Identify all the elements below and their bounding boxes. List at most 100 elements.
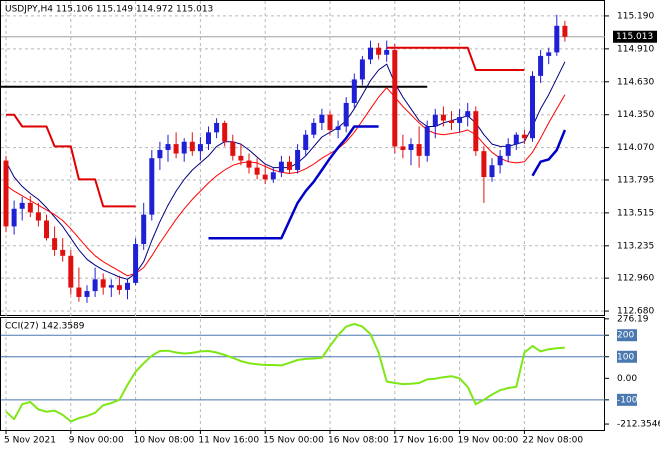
candle-body (497, 155, 503, 166)
candle-body (538, 55, 544, 76)
x-tick-label: 22 Nov 08:00 (522, 436, 583, 446)
candle-body (440, 114, 446, 121)
candle-body (432, 114, 438, 127)
candle-body (489, 165, 495, 178)
cci-panel-frame (0, 317, 605, 431)
candle-body (335, 126, 341, 130)
candle-body (303, 134, 309, 150)
candle-body (400, 146, 406, 150)
candle-body (108, 285, 114, 288)
chart-title: USDJPY,H4 115.106 115.149 114.972 115.01… (5, 5, 213, 15)
x-tick-label: 16 Nov 08:00 (328, 436, 389, 446)
level-label-bg (617, 350, 637, 363)
indicator-line (5, 87, 566, 277)
candle-body (416, 144, 422, 156)
candle-body (165, 144, 171, 150)
candle-body (521, 134, 527, 139)
y-tick-label: 113.795 (617, 175, 654, 185)
last-price-label: 115.013 (616, 32, 653, 42)
y-tick-label: 0.00 (617, 374, 637, 384)
candle-body (513, 134, 519, 145)
y-tick-label: -212.3546 (617, 420, 660, 430)
candle-body (376, 47, 382, 55)
candle-body (457, 117, 463, 123)
candle-body (222, 122, 228, 142)
candle-body (84, 291, 90, 297)
candle-body (60, 249, 66, 256)
indicator-line (208, 125, 567, 240)
candle-body (530, 75, 535, 139)
candle-body (230, 141, 236, 156)
y-tick-label: -100 (617, 395, 638, 405)
indicator-title: CCI(27) 142.3589 (5, 322, 85, 332)
candle-body (246, 160, 252, 168)
candle-body (206, 132, 211, 145)
x-tick-label: 15 Nov 00:00 (263, 436, 324, 446)
candle-body (11, 208, 17, 227)
candle-body (3, 160, 9, 227)
candle-body (44, 220, 49, 239)
y-tick-label: 112.680 (617, 307, 654, 317)
candle-body (505, 144, 511, 156)
y-tick-label: 114.910 (617, 44, 654, 54)
candle-body (270, 172, 276, 180)
candle-body (319, 114, 325, 123)
candle-body (392, 50, 398, 147)
candle-body (351, 79, 357, 103)
level-label-bg (617, 393, 637, 406)
candle-body (465, 111, 471, 118)
candle-body (125, 282, 130, 290)
candle-body (343, 102, 349, 127)
candle-body (278, 161, 284, 173)
level-label-bg (617, 329, 637, 342)
candle-body (311, 122, 317, 135)
candle-body (141, 214, 147, 245)
candle-body (368, 47, 373, 60)
candle-body (52, 238, 58, 250)
candle-body (35, 212, 41, 221)
candle-body (295, 149, 301, 170)
candle-body (481, 151, 487, 178)
cci-line (5, 323, 565, 423)
y-tick-label: 113.235 (617, 241, 654, 251)
last-price-box (613, 30, 657, 43)
candle-body (424, 126, 430, 156)
x-tick-label: 5 Nov 2021 (4, 436, 56, 446)
candle-body (238, 155, 244, 161)
y-tick-label: 113.515 (617, 208, 654, 218)
candle-body (68, 255, 74, 288)
y-tick-label: 276.19 (617, 314, 649, 324)
candle-body (149, 158, 155, 215)
candle-body (262, 174, 268, 180)
candle-body (473, 111, 479, 152)
candle-body (157, 149, 163, 159)
candle-body (92, 279, 98, 292)
candle-body (173, 144, 179, 154)
candle-body (189, 141, 195, 152)
indicator-line (6, 46, 525, 208)
indicator-line (5, 61, 566, 280)
x-tick-label: 9 Nov 00:00 (69, 436, 124, 446)
candle-body (197, 144, 203, 152)
main-panel-frame (0, 0, 605, 316)
candle-body (100, 279, 106, 288)
y-tick-label: 114.070 (617, 143, 654, 153)
y-tick-label: 114.350 (617, 110, 654, 120)
candle-body (181, 141, 187, 154)
candle-body (133, 244, 139, 283)
candle-body (449, 120, 454, 123)
candle-body (27, 202, 33, 213)
y-tick-label: 200 (617, 331, 634, 341)
candle-body (76, 287, 82, 297)
candle-body (408, 144, 414, 150)
candle-body (562, 25, 568, 37)
x-tick-label: 19 Nov 00:00 (458, 436, 519, 446)
y-tick-label: 112.960 (617, 274, 654, 284)
candle-body (116, 285, 122, 290)
y-tick-label: 115.190 (617, 11, 654, 21)
candle-body (327, 114, 333, 130)
candle-body (384, 50, 390, 55)
candle-body (19, 202, 25, 209)
